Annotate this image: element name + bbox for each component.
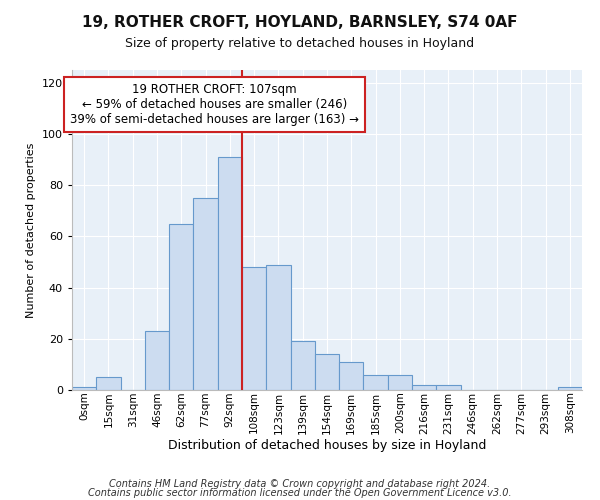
Bar bbox=[193, 198, 218, 390]
Bar bbox=[218, 157, 242, 390]
Bar bbox=[388, 374, 412, 390]
Bar bbox=[364, 374, 388, 390]
Bar bbox=[315, 354, 339, 390]
Text: 19 ROTHER CROFT: 107sqm
← 59% of detached houses are smaller (246)
39% of semi-d: 19 ROTHER CROFT: 107sqm ← 59% of detache… bbox=[70, 83, 359, 126]
Text: 19, ROTHER CROFT, HOYLAND, BARNSLEY, S74 0AF: 19, ROTHER CROFT, HOYLAND, BARNSLEY, S74… bbox=[82, 15, 518, 30]
Bar bbox=[145, 331, 169, 390]
Bar bbox=[266, 264, 290, 390]
Bar bbox=[412, 385, 436, 390]
Text: Size of property relative to detached houses in Hoyland: Size of property relative to detached ho… bbox=[125, 38, 475, 51]
X-axis label: Distribution of detached houses by size in Hoyland: Distribution of detached houses by size … bbox=[168, 439, 486, 452]
Bar bbox=[169, 224, 193, 390]
Bar bbox=[96, 377, 121, 390]
Bar bbox=[72, 388, 96, 390]
Bar bbox=[339, 362, 364, 390]
Bar bbox=[558, 388, 582, 390]
Y-axis label: Number of detached properties: Number of detached properties bbox=[26, 142, 36, 318]
Text: Contains HM Land Registry data © Crown copyright and database right 2024.: Contains HM Land Registry data © Crown c… bbox=[109, 479, 491, 489]
Text: Contains public sector information licensed under the Open Government Licence v3: Contains public sector information licen… bbox=[88, 488, 512, 498]
Bar bbox=[290, 342, 315, 390]
Bar bbox=[436, 385, 461, 390]
Bar bbox=[242, 267, 266, 390]
